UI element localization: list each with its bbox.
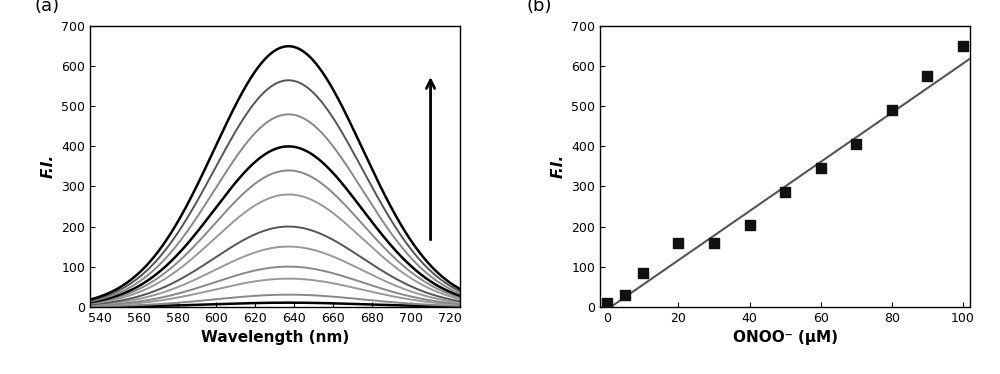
- Point: [670, 240, 686, 246]
- Text: (b): (b): [526, 0, 552, 15]
- Point: [742, 221, 758, 227]
- Text: (a): (a): [35, 0, 60, 15]
- Point: [813, 165, 829, 171]
- Point: [777, 190, 793, 196]
- X-axis label: Wavelength (nm): Wavelength (nm): [201, 330, 349, 345]
- Y-axis label: F.I.: F.I.: [41, 154, 56, 178]
- Point: [955, 43, 971, 49]
- Point: [848, 141, 864, 147]
- Point: [635, 270, 651, 276]
- Point: [706, 240, 722, 246]
- Y-axis label: F.I.: F.I.: [551, 154, 566, 178]
- Point: [884, 107, 900, 113]
- Point: [599, 300, 615, 306]
- X-axis label: ONOO⁻ (μM): ONOO⁻ (μM): [733, 330, 838, 345]
- Point: [919, 73, 935, 79]
- Point: [617, 292, 633, 298]
